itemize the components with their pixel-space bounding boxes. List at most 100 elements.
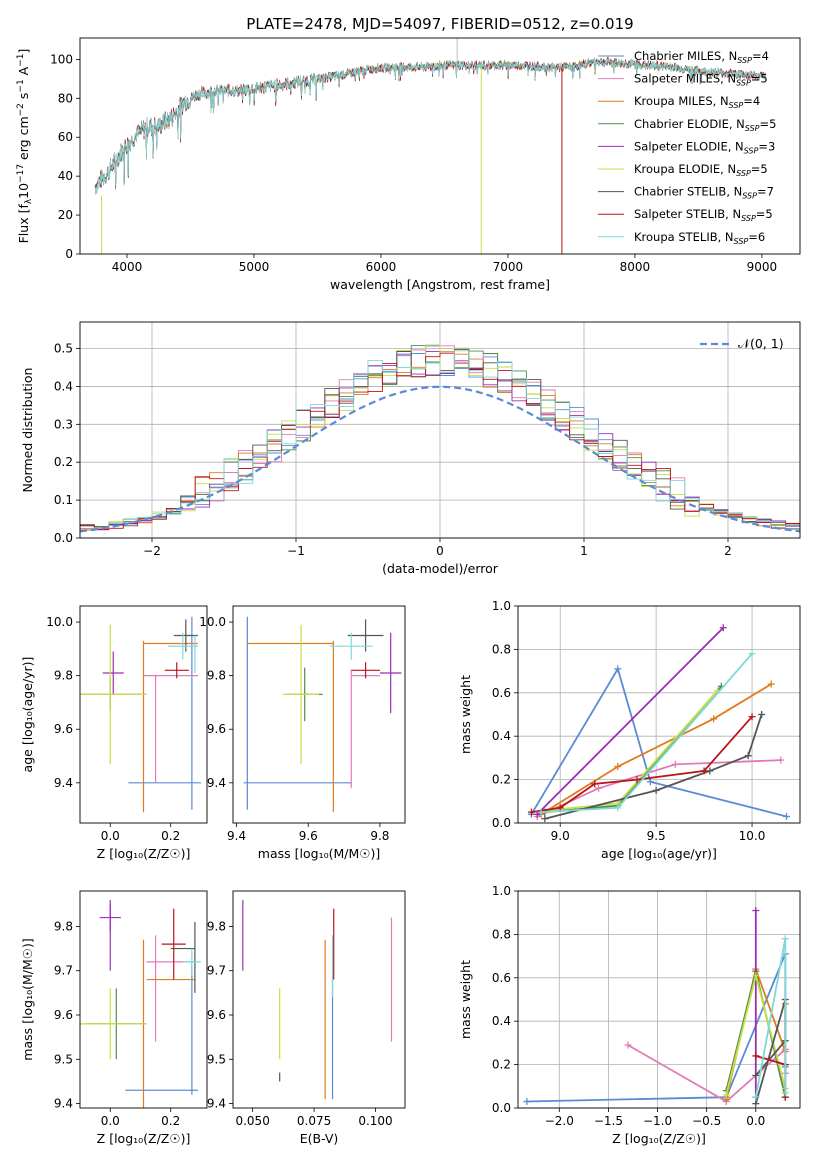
y-tick-label: 60 xyxy=(58,130,73,144)
error-bar-point xyxy=(182,948,201,976)
axes-frame xyxy=(517,890,801,1109)
axes-frame xyxy=(79,37,801,255)
y-tick-label: 9.8 xyxy=(207,669,226,683)
x-tick-label: 9.8 xyxy=(370,829,389,843)
x-tick-label: 1 xyxy=(580,544,588,558)
y-tick-label: 9.6 xyxy=(54,1008,73,1022)
weight-marker xyxy=(722,1091,730,1099)
normal-curve xyxy=(79,385,801,533)
x-tick-label: 8000 xyxy=(620,260,651,274)
legend-entry: Kroupa MILES, NSSP=4 xyxy=(634,94,760,110)
axes-frame xyxy=(79,605,208,824)
y-tick-label: 20 xyxy=(58,208,73,222)
legend-entry: Chabrier MILES, NSSP=4 xyxy=(634,49,769,65)
error-bar-point xyxy=(161,908,186,980)
y-tick-label: 9.7 xyxy=(54,964,73,978)
legend-entry: Chabrier STELIB, NSSP=7 xyxy=(634,185,774,201)
error-bar-point xyxy=(283,624,319,765)
weight-marker xyxy=(541,815,549,823)
x-tick-label: 0.050 xyxy=(235,1114,269,1128)
z-mass-panel: 0.0 0.2 9.4 9.5 9.6 9.7 9.8 Z [log₁₀(Z/Z☉)] mass… xyxy=(20,890,208,1146)
error-bar-point xyxy=(329,632,373,660)
y-tick-label: 0.6 xyxy=(492,971,511,985)
x-tick-label: −2 xyxy=(143,544,161,558)
y-tick-label: 9.6 xyxy=(54,722,73,736)
y-axis-label: age [log₁₀(age/yr)] xyxy=(20,657,35,773)
x-tick-label: 0.0 xyxy=(101,829,120,843)
x-tick-label: 0.075 xyxy=(297,1114,331,1128)
z-age-panel: 0.0 0.2 9.4 9.6 9.8 10.0 Z [log₁₀(Z/Z☉)] age [l… xyxy=(20,605,208,861)
x-tick-label: −1.5 xyxy=(594,1114,623,1128)
y-tick-label: 9.6 xyxy=(207,1008,226,1022)
y-tick-label: 10.0 xyxy=(199,615,226,629)
y-tick-label: 0.5 xyxy=(54,342,73,356)
weight-marker xyxy=(777,756,785,764)
y-tick-label: 100 xyxy=(50,52,73,66)
y-tick-label: 9.4 xyxy=(207,776,226,790)
y-axis-label: mass weight xyxy=(458,960,473,1039)
y-tick-label: 9.4 xyxy=(54,776,73,790)
x-tick-label: 0.0 xyxy=(101,1114,120,1128)
y-tick-label: 0.4 xyxy=(492,1014,511,1028)
y-tick-label: 9.8 xyxy=(207,919,226,933)
legend-entry: Salpeter ELODIE, NSSP=3 xyxy=(634,139,775,155)
weight-marker xyxy=(700,767,708,775)
figure-title: PLATE=2478, MJD=54097, FIBERID=0512, z=0… xyxy=(246,15,633,33)
weight-marker xyxy=(646,778,654,786)
legend-entry: Salpeter MILES, NSSP=5 xyxy=(634,72,768,88)
y-tick-label: 0.4 xyxy=(54,379,73,393)
y-tick-label: 40 xyxy=(58,169,73,183)
axes-frame xyxy=(517,605,801,824)
weight-marker xyxy=(652,786,660,794)
y-tick-label: 9.5 xyxy=(207,1052,226,1066)
weight-line xyxy=(540,653,753,813)
weight-marker xyxy=(748,650,756,658)
legend-entry: Salpeter STELIB, NSSP=5 xyxy=(634,207,773,223)
y-tick-label: 0.4 xyxy=(492,729,511,743)
x-axis-label: age [log₁₀(age/yr)] xyxy=(601,846,717,861)
weight-marker xyxy=(523,1097,531,1105)
y-tick-label: 0.0 xyxy=(492,1101,511,1115)
weight-marker xyxy=(748,713,756,721)
y-tick-label: 0.1 xyxy=(54,493,73,507)
x-tick-label: −2.0 xyxy=(545,1114,574,1128)
x-axis-label: (data-model)/error xyxy=(382,561,499,576)
x-tick-label: 4000 xyxy=(112,260,143,274)
x-tick-label: 5000 xyxy=(239,260,270,274)
x-tick-label: 9.4 xyxy=(227,829,246,843)
weight-marker xyxy=(591,780,599,788)
residual-histogram xyxy=(80,352,800,530)
x-tick-label: 0.0 xyxy=(746,1114,765,1128)
x-tick-label: 6000 xyxy=(366,260,397,274)
y-tick-label: 0.0 xyxy=(54,531,73,545)
weight-marker xyxy=(633,776,641,784)
y-tick-label: 9.6 xyxy=(207,722,226,736)
error-bar-point xyxy=(164,662,189,679)
y-tick-label: 1.0 xyxy=(492,884,511,898)
y-tick-label: 0 xyxy=(65,247,73,261)
legend-entry: Kroupa STELIB, NSSP=6 xyxy=(634,230,765,246)
weight-marker xyxy=(744,752,752,760)
weight-marker xyxy=(719,624,727,632)
legend-entry: Chabrier ELODIE, NSSP=5 xyxy=(634,117,776,133)
weight-marker xyxy=(595,784,603,792)
weight-marker xyxy=(710,715,718,723)
y-axis-label: mass weight xyxy=(458,675,473,754)
mass-age-panel: 9.4 9.6 9.8 9.4 9.6 9.8 10.0 mass [log₁₀(M/M☉)] xyxy=(199,605,406,861)
weight-marker xyxy=(614,804,622,812)
y-tick-label: 0.3 xyxy=(54,417,73,431)
y-tick-label: 0.2 xyxy=(54,455,73,469)
y-axis-label: Normed distribution xyxy=(20,368,35,493)
y-tick-label: 9.4 xyxy=(54,1097,73,1111)
legend-entry: Kroupa ELODIE, NSSP=5 xyxy=(634,162,768,178)
error-bar-point xyxy=(102,651,124,695)
y-tick-label: 0.2 xyxy=(492,773,511,787)
x-tick-label: 0.2 xyxy=(161,829,180,843)
x-axis-label: Z [log₁₀(Z/Z☉)] xyxy=(612,1131,706,1146)
x-tick-label: 9000 xyxy=(747,260,778,274)
y-axis-label: mass [log₁₀(M/M☉)] xyxy=(20,938,35,1060)
axes-frame xyxy=(232,890,406,1109)
weight-line xyxy=(526,953,787,1103)
x-tick-label: 7000 xyxy=(493,260,524,274)
